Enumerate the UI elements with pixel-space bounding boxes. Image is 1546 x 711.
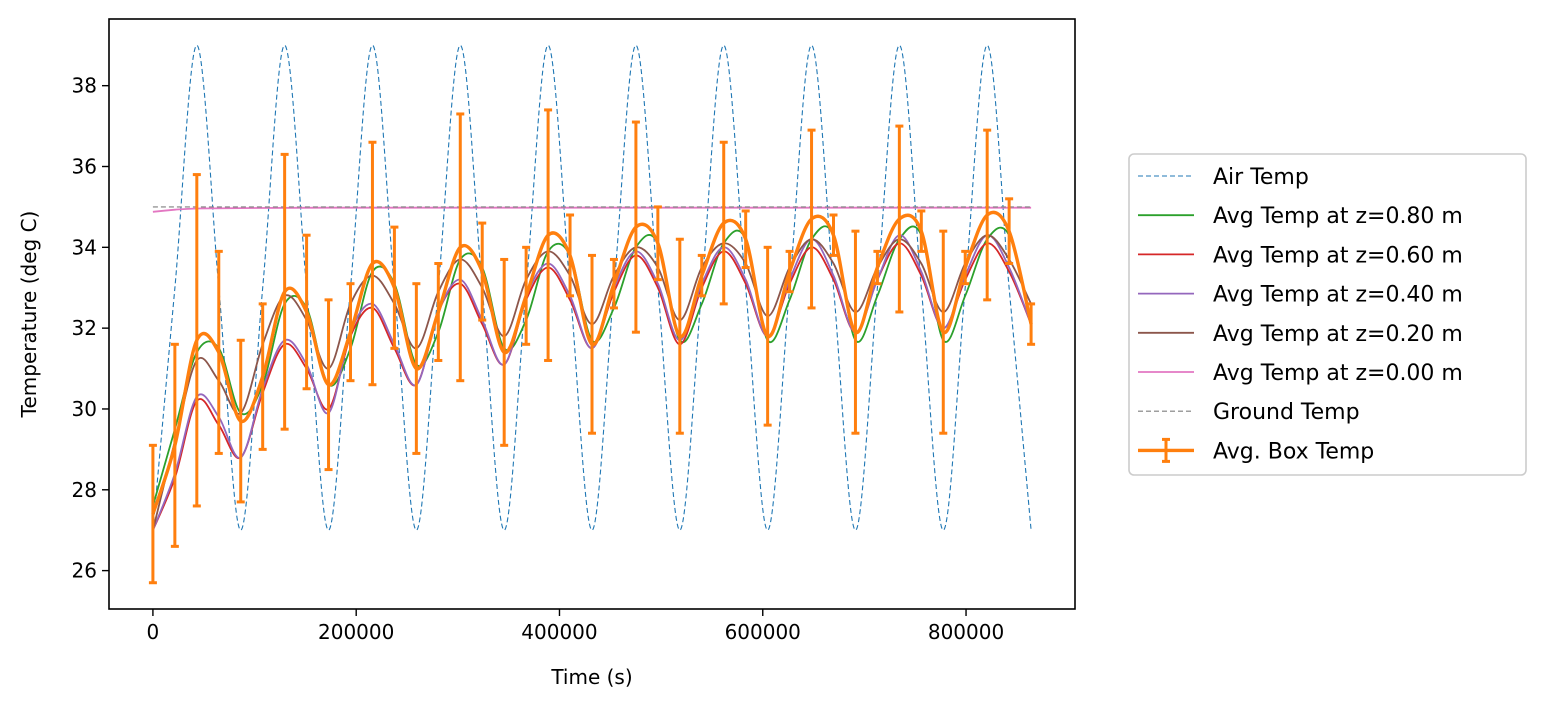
error-bar <box>500 257 509 447</box>
y-tick-label: 30 <box>72 397 97 421</box>
error-bar <box>939 229 948 435</box>
legend-item-avg-temp-at-z-0-40-m: Avg Temp at z=0.40 m <box>1138 283 1463 308</box>
legend-item-avg-temp-at-z-0-20-m: Avg Temp at z=0.20 m <box>1138 322 1463 347</box>
error-bar <box>522 245 531 346</box>
error-bar <box>456 112 465 383</box>
legend-item-avg-temp-at-z-0-00-m: Avg Temp at z=0.00 m <box>1138 361 1463 386</box>
error-bar <box>390 225 399 350</box>
legend-label: Avg. Box Temp <box>1213 439 1374 464</box>
y-axis-title: Temperature (deg C) <box>17 211 41 419</box>
error-bar <box>346 282 355 383</box>
error-bar <box>566 213 575 298</box>
x-tick-label: 400000 <box>521 620 597 644</box>
legend-label: Avg Temp at z=0.60 m <box>1213 243 1463 268</box>
x-tick-label: 600000 <box>725 620 801 644</box>
legend-item-ground-temp: Ground Temp <box>1138 400 1360 425</box>
error-bar <box>917 209 926 253</box>
legend-item-avg-box-temp: Avg. Box Temp <box>1138 437 1374 464</box>
error-bar <box>741 209 750 270</box>
error-bar <box>588 253 596 435</box>
legend-box <box>1128 153 1527 476</box>
y-tick-label: 32 <box>72 316 97 340</box>
error-bar <box>170 342 179 548</box>
error-bar <box>148 443 157 585</box>
error-bar <box>412 282 421 455</box>
error-bar <box>609 257 618 310</box>
legend-label: Avg Temp at z=0.00 m <box>1213 361 1463 386</box>
error-bar <box>785 249 794 294</box>
error-bar <box>983 128 992 302</box>
error-bar <box>807 128 816 310</box>
error-bar <box>368 140 377 387</box>
error-bar <box>1005 197 1014 265</box>
y-axis: 26 28 30 32 34 36 38 <box>72 74 109 583</box>
error-bar <box>478 221 487 322</box>
series-layer <box>148 44 1036 585</box>
error-bar <box>829 213 838 257</box>
error-bar <box>675 237 684 435</box>
error-bar <box>631 120 640 334</box>
error-bar <box>280 152 289 431</box>
legend-item-avg-temp-at-z-0-80-m: Avg Temp at z=0.80 m <box>1138 204 1463 229</box>
legend: Air Temp Avg Temp at z=0.80 m Avg Temp at … <box>1128 153 1527 476</box>
error-bar <box>214 249 223 455</box>
legend-label: Air Temp <box>1213 165 1309 190</box>
series-avg-temp-at-z-0-00-m <box>152 206 1032 213</box>
error-bar <box>961 249 970 286</box>
error-bar <box>851 229 860 435</box>
error-bar <box>192 173 201 508</box>
series-line <box>152 206 1032 213</box>
error-bar <box>434 261 443 362</box>
error-bar <box>324 298 333 472</box>
x-axis-title: Time (s) <box>550 665 632 689</box>
legend-item-air-temp: Air Temp <box>1138 165 1309 190</box>
plot-frame <box>108 18 1076 610</box>
error-bar <box>697 253 706 298</box>
error-bar <box>763 245 772 427</box>
error-bar <box>1027 302 1036 346</box>
legend-label: Ground Temp <box>1213 400 1360 425</box>
error-bar <box>236 338 245 504</box>
legend-label: Avg Temp at z=0.20 m <box>1213 322 1463 347</box>
error-bar <box>302 233 311 391</box>
legend-item-avg-temp-at-z-0-60-m: Avg Temp at z=0.60 m <box>1138 243 1463 268</box>
y-tick-label: 34 <box>72 235 97 259</box>
error-bar <box>719 140 728 306</box>
error-bar <box>653 205 662 282</box>
error-bar <box>258 302 267 451</box>
y-tick-label: 38 <box>72 74 97 98</box>
x-tick-label: 0 <box>147 620 160 644</box>
legend-label: Avg Temp at z=0.80 m <box>1213 204 1463 229</box>
error-bar <box>873 249 882 286</box>
y-tick-label: 36 <box>72 155 97 179</box>
x-tick-label: 800000 <box>928 620 1004 644</box>
error-bar <box>544 108 553 362</box>
y-tick-label: 28 <box>72 478 97 502</box>
x-tick-label: 200000 <box>318 620 394 644</box>
x-axis: 0 200000 400000 600000 800000 <box>147 609 1004 644</box>
y-tick-label: 26 <box>72 559 97 583</box>
error-bar <box>895 124 904 314</box>
legend-label: Avg Temp at z=0.40 m <box>1213 283 1463 308</box>
series-avg-box-temp <box>148 108 1036 585</box>
